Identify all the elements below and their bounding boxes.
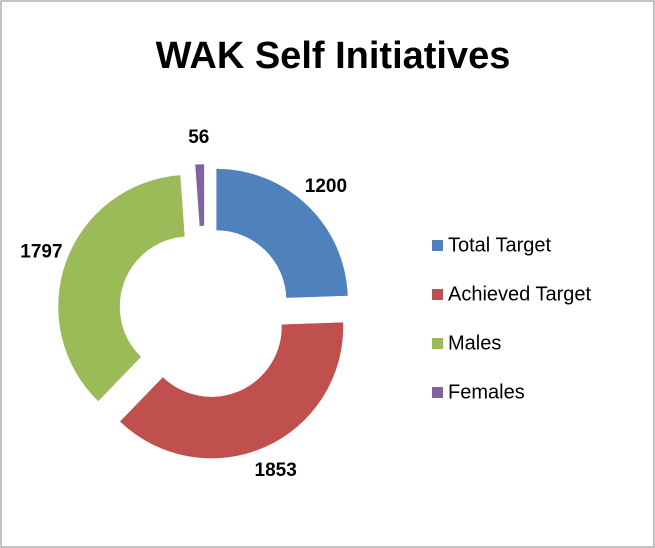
legend-label: Females bbox=[448, 381, 525, 403]
legend-label: Males bbox=[448, 332, 501, 354]
legend-swatch bbox=[432, 387, 443, 398]
legend-swatch bbox=[432, 338, 443, 349]
donut-slice bbox=[194, 163, 205, 227]
donut-slice bbox=[119, 321, 344, 459]
data-label: 1853 bbox=[255, 460, 297, 481]
legend-swatch bbox=[432, 289, 443, 300]
donut-slice bbox=[57, 174, 186, 402]
data-label: 1200 bbox=[305, 176, 347, 197]
legend-label: Total Target bbox=[448, 234, 551, 256]
chart-title: WAK Self Initiatives bbox=[156, 35, 511, 77]
legend-label: Achieved Target bbox=[448, 283, 592, 305]
data-label: 1797 bbox=[20, 242, 62, 263]
legend-swatch bbox=[432, 240, 443, 251]
donut-slice bbox=[215, 168, 349, 299]
data-label: 56 bbox=[188, 127, 209, 148]
